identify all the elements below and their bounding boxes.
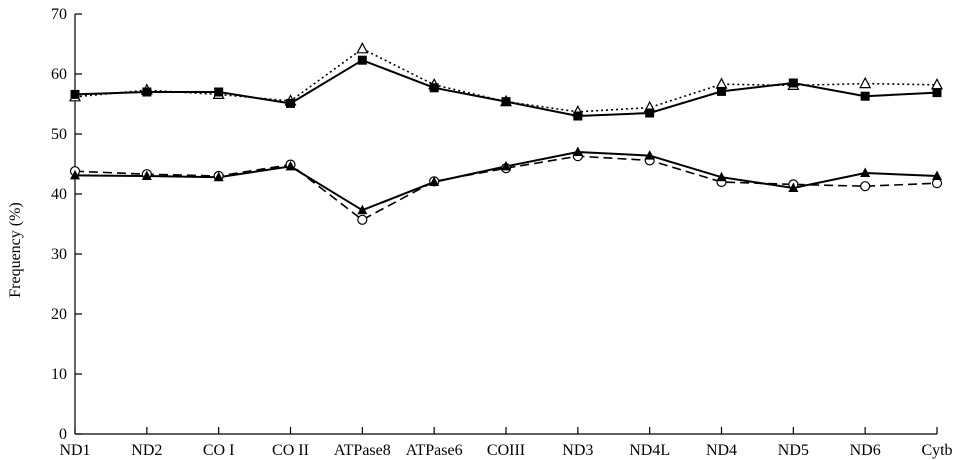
data-point-series-1 xyxy=(859,76,872,89)
x-category-label: CO I xyxy=(203,442,235,459)
data-point-series-4 xyxy=(141,170,152,180)
x-category-label: ND3 xyxy=(562,442,593,459)
series-markers xyxy=(69,42,943,225)
y-tick-label: 10 xyxy=(51,366,67,383)
data-point-series-4 xyxy=(213,171,224,182)
data-point-series-2 xyxy=(788,78,798,88)
data-point-series-2 xyxy=(357,55,367,65)
x-category-label: ND2 xyxy=(131,442,162,459)
series-line-4 xyxy=(74,150,938,212)
y-axis-title: Frequency (%) xyxy=(7,202,24,298)
data-point-series-1 xyxy=(356,42,369,54)
x-category-label: CO II xyxy=(272,442,309,459)
axes: 0 10 20 30 40 50 60 70 ND1 ND2 CO I CO II ATPase8 ATP… xyxy=(51,6,953,459)
data-point-series-2 xyxy=(429,83,439,93)
data-point-series-1 xyxy=(715,77,728,89)
data-point-series-2 xyxy=(573,111,583,121)
data-point-series-4 xyxy=(572,146,583,156)
y-tick-label: 30 xyxy=(51,246,67,263)
x-category-label: ATPase8 xyxy=(334,442,391,459)
y-tick-label: 50 xyxy=(51,126,67,143)
data-point-series-3 xyxy=(860,181,871,192)
x-category-label: ND1 xyxy=(59,442,90,459)
data-point-series-2 xyxy=(286,98,295,108)
x-category-label: ND5 xyxy=(778,442,809,459)
y-tick-label: 60 xyxy=(51,66,67,83)
data-point-series-2 xyxy=(214,87,224,97)
data-point-series-2 xyxy=(142,87,152,97)
x-category-label: COIII xyxy=(487,442,525,459)
data-point-series-3 xyxy=(357,214,368,225)
data-point-series-2 xyxy=(717,86,726,96)
data-point-series-4 xyxy=(501,160,511,171)
x-category-label: ND4 xyxy=(706,442,737,459)
y-tick-label: 40 xyxy=(51,186,67,203)
data-point-series-2 xyxy=(860,91,870,101)
data-point-series-4 xyxy=(357,204,368,215)
data-point-series-2 xyxy=(501,97,511,107)
y-tick-label: 70 xyxy=(51,6,67,23)
data-point-series-4 xyxy=(285,160,296,171)
data-point-series-2 xyxy=(932,88,942,98)
series-line-2 xyxy=(74,59,938,118)
data-point-series-4 xyxy=(860,167,871,177)
data-point-series-2 xyxy=(645,108,655,118)
data-point-series-2 xyxy=(70,89,80,99)
data-point-series-4 xyxy=(716,171,727,182)
x-category-label: ATPase6 xyxy=(406,442,463,459)
data-point-series-4 xyxy=(788,182,799,192)
x-category-label: ND4L xyxy=(629,442,670,459)
data-point-series-4 xyxy=(429,176,440,186)
x-category-label: ND6 xyxy=(850,442,881,459)
y-tick-label: 0 xyxy=(59,426,67,443)
data-point-series-4 xyxy=(644,150,655,160)
y-tick-label: 20 xyxy=(51,306,67,323)
data-point-series-4 xyxy=(932,170,942,180)
series-lines xyxy=(74,47,938,221)
data-point-series-3 xyxy=(931,178,943,189)
data-point-series-4 xyxy=(70,169,80,180)
x-category-label: Cytb xyxy=(921,442,952,459)
